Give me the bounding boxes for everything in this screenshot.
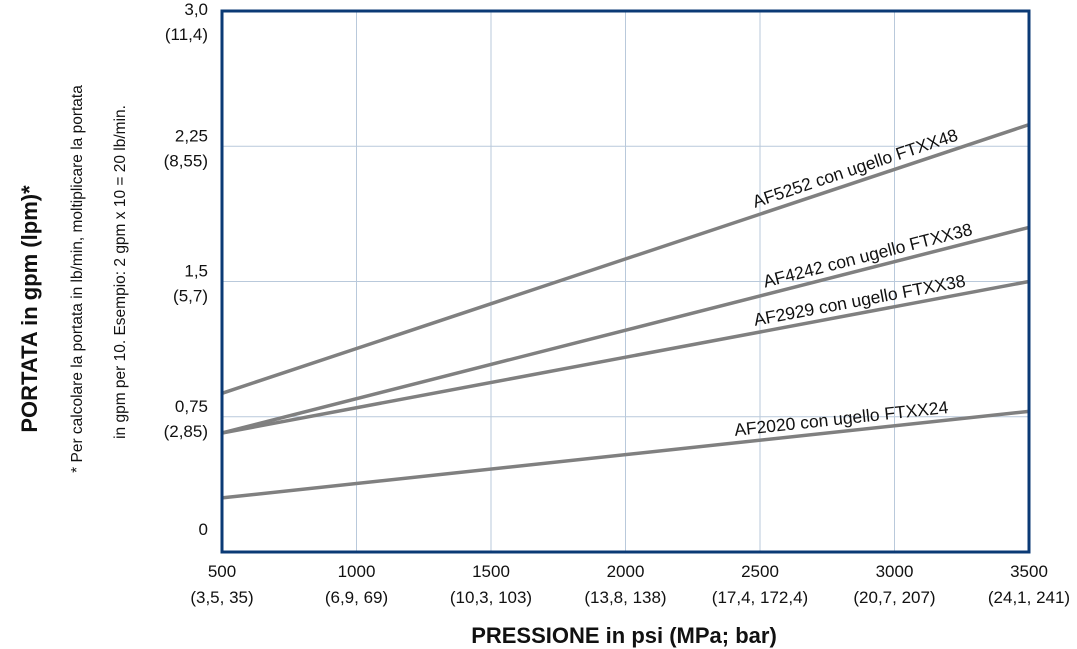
grid-lines: [222, 11, 1029, 552]
y-tick-label: 2,25: [175, 126, 208, 145]
y-axis-ticks: 3,0 (11,4) 2,25 (8,55) 1,5 (5,7) 0,75 (2,85) 0: [164, 0, 208, 539]
y-axis-title: PORTATA in gpm (lpm)*: [17, 185, 42, 433]
footnote-line-2: in gpm per 10. Esempio: 2 gpm x 10 = 20 …: [112, 105, 129, 439]
y-tick-sublabel: (8,55): [164, 151, 208, 170]
x-tick-label: 3000: [876, 562, 914, 581]
plot-frame: [220, 9, 1031, 554]
series-line: [221, 225, 1030, 435]
series-line: [221, 409, 1030, 500]
x-tick-label: 500: [208, 562, 236, 581]
x-tick-label: 2000: [607, 562, 645, 581]
x-tick-sublabel: (17,4, 172,4): [712, 588, 808, 607]
x-tick-sublabel: (6,9, 69): [325, 588, 388, 607]
x-tick-label: 2500: [741, 562, 779, 581]
x-tick-sublabel: (10,3, 103): [450, 588, 532, 607]
x-tick-sublabel: (3,5, 35): [190, 588, 253, 607]
x-tick-label: 1500: [472, 562, 510, 581]
y-tick-sublabel: (2,85): [164, 422, 208, 441]
y-tick-label: 0: [199, 520, 208, 539]
x-tick-label: 3500: [1010, 562, 1048, 581]
series-line: [221, 122, 1030, 395]
y-tick-label: 1,5: [184, 262, 208, 281]
series-lines: [221, 122, 1030, 500]
y-tick-label: 3,0: [184, 0, 208, 19]
x-tick-sublabel: (20,7, 207): [853, 588, 935, 607]
x-axis-title: PRESSIONE in psi (MPa; bar): [471, 623, 777, 648]
x-tick-sublabel: (24,1, 241): [988, 588, 1070, 607]
series-label: AF5252 con ugello FTXX48: [750, 125, 960, 212]
series-label: AF2020 con ugello FTXX24: [733, 397, 949, 440]
x-tick-sublabel: (13,8, 138): [584, 588, 666, 607]
x-tick-label: 1000: [338, 562, 376, 581]
y-tick-sublabel: (11,4): [165, 25, 208, 44]
y-tick-sublabel: (5,7): [173, 287, 208, 306]
x-axis-ticks: 500 (3,5, 35) 1000 (6,9, 69) 1500 (10,3, 103)…: [190, 562, 1070, 607]
y-tick-label: 0,75: [175, 397, 208, 416]
footnote-line-1: * Per calcolare la portata in lb/min, mo…: [69, 85, 86, 473]
series-line: [221, 279, 1030, 435]
